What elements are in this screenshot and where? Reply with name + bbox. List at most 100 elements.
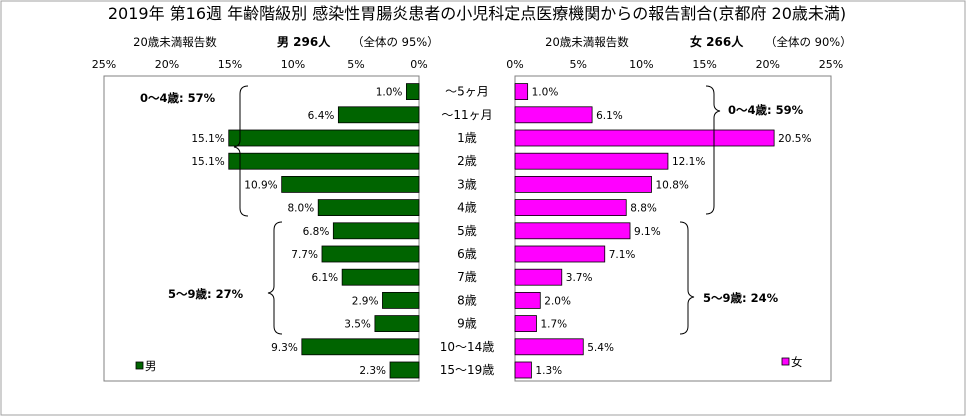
female-value-label: 2.0% — [544, 295, 571, 307]
male-value-label: 1.0% — [376, 87, 403, 99]
category-label: 4歳 — [457, 201, 477, 215]
category-label: 10～14歳 — [440, 340, 495, 354]
female-bracket-0-4 — [705, 85, 721, 215]
male-bar — [405, 83, 420, 100]
female-legend-label: 女 — [791, 355, 803, 369]
female-header-count: 女 266人 — [690, 34, 744, 49]
male-tick-label: 0% — [410, 58, 427, 71]
female-bar — [514, 129, 775, 147]
male-value-label: 8.0% — [288, 203, 315, 215]
male-bracket-0-4 — [233, 85, 249, 217]
male-bar — [228, 152, 420, 170]
male-value-label: 9.3% — [271, 342, 298, 354]
category-label: 3歳 — [457, 177, 477, 191]
male-bar — [317, 199, 420, 217]
female-bar — [514, 315, 537, 333]
male-bar — [389, 361, 420, 379]
female-bar — [514, 199, 627, 217]
category-label: 5歳 — [457, 224, 477, 238]
female-legend-swatch — [781, 357, 790, 366]
male-bar — [321, 245, 420, 263]
male-value-label: 2.3% — [359, 365, 386, 377]
male-value-label: 2.9% — [352, 295, 379, 307]
category-label: 9歳 — [457, 317, 477, 331]
male-legend-label: 男 — [145, 359, 157, 373]
male-legend-swatch — [135, 361, 144, 370]
category-label: 15～19歳 — [440, 363, 495, 377]
category-label: 2歳 — [457, 154, 477, 168]
male-value-label: 10.9% — [244, 179, 277, 191]
female-bar — [514, 268, 563, 286]
male-value-label: 15.1% — [191, 133, 224, 145]
male-bar — [382, 291, 420, 309]
female-value-label: 1.7% — [540, 319, 567, 331]
female-tick-label: 0% — [506, 58, 523, 71]
male-group-0-4-label: 0～4歳: 57% — [140, 91, 216, 105]
female-group-0-4-label: 0～4歳: 59% — [728, 103, 804, 117]
chart-title: 2019年 第16週 年齢階級別 感染性胃腸炎患者の小児科定点医療機関からの報告… — [108, 4, 846, 23]
bars: 1.0% 1.0% 6.4% 6.1% 15.1% 20.5% 15.1% 12.1% 10.9… — [191, 83, 811, 379]
male-value-label: 7.7% — [291, 249, 318, 261]
female-bar — [514, 222, 631, 240]
male-value-label: 6.8% — [303, 226, 330, 238]
female-header-label: 20歳未満報告数 — [545, 35, 629, 49]
male-value-label: 6.1% — [311, 272, 338, 284]
female-value-label: 1.3% — [535, 365, 562, 377]
female-value-label: 3.7% — [566, 272, 593, 284]
male-header-label: 20歳未満報告数 — [133, 35, 217, 49]
male-bar — [228, 129, 420, 147]
male-value-label: 6.4% — [308, 110, 335, 122]
female-value-label: 1.0% — [532, 87, 559, 99]
female-tick-label: 15% — [692, 58, 716, 71]
female-header-share: （全体の 90%） — [765, 35, 852, 49]
female-tick-label: 10% — [629, 58, 653, 71]
category-label: 1歳 — [457, 131, 477, 145]
female-bracket-5-9 — [679, 221, 695, 335]
female-bar — [514, 291, 541, 309]
female-bar — [514, 361, 532, 379]
male-tick-label: 20% — [155, 58, 179, 71]
female-value-label: 7.1% — [609, 249, 636, 261]
male-bracket-5-9 — [267, 221, 283, 335]
male-tick-label: 5% — [347, 58, 364, 71]
male-tick-label: 25% — [92, 58, 116, 71]
female-value-label: 20.5% — [778, 133, 811, 145]
female-bar — [514, 338, 584, 356]
female-bar — [514, 175, 652, 193]
female-tick-label: 5% — [569, 58, 586, 71]
female-value-label: 8.8% — [630, 203, 657, 215]
category-label: 8歳 — [457, 293, 477, 307]
category-label: ～11ヶ月 — [441, 108, 492, 122]
female-value-label: 12.1% — [672, 156, 705, 168]
category-label: ～5ヶ月 — [445, 85, 489, 99]
category-label: 6歳 — [457, 247, 477, 261]
male-value-label: 15.1% — [191, 156, 224, 168]
male-tick-label: 10% — [281, 58, 305, 71]
female-bar — [514, 245, 606, 263]
female-value-label: 6.1% — [596, 110, 623, 122]
male-bar — [281, 175, 420, 193]
female-tick-label: 20% — [756, 58, 780, 71]
female-tick-label: 25% — [819, 58, 843, 71]
male-axis-ticks: 25% 20% 15% 10% 5% 0% — [92, 58, 428, 71]
female-value-label: 9.1% — [634, 226, 661, 238]
female-bar — [514, 152, 669, 170]
male-value-label: 3.5% — [344, 319, 371, 331]
male-group-5-9-label: 5～9歳: 27% — [168, 287, 244, 301]
male-bar — [301, 338, 420, 356]
female-group-5-9-label: 5～9歳: 24% — [703, 291, 779, 305]
female-value-label: 10.8% — [656, 179, 689, 191]
female-bar — [514, 83, 529, 100]
male-bar — [374, 315, 420, 333]
male-bar — [332, 222, 420, 240]
male-bar — [337, 106, 420, 124]
male-header-share: （全体の 95%） — [352, 35, 439, 49]
male-bar — [341, 268, 420, 286]
female-value-label: 5.4% — [587, 342, 614, 354]
category-labels: ～5ヶ月 ～11ヶ月 1歳 2歳 3歳 4歳 5歳 6歳 7歳 8歳 9歳 10～14歳 15～19歳 — [440, 85, 495, 377]
male-header-count: 男 296人 — [277, 34, 331, 49]
category-label: 7歳 — [457, 270, 477, 284]
female-bar — [514, 106, 593, 124]
